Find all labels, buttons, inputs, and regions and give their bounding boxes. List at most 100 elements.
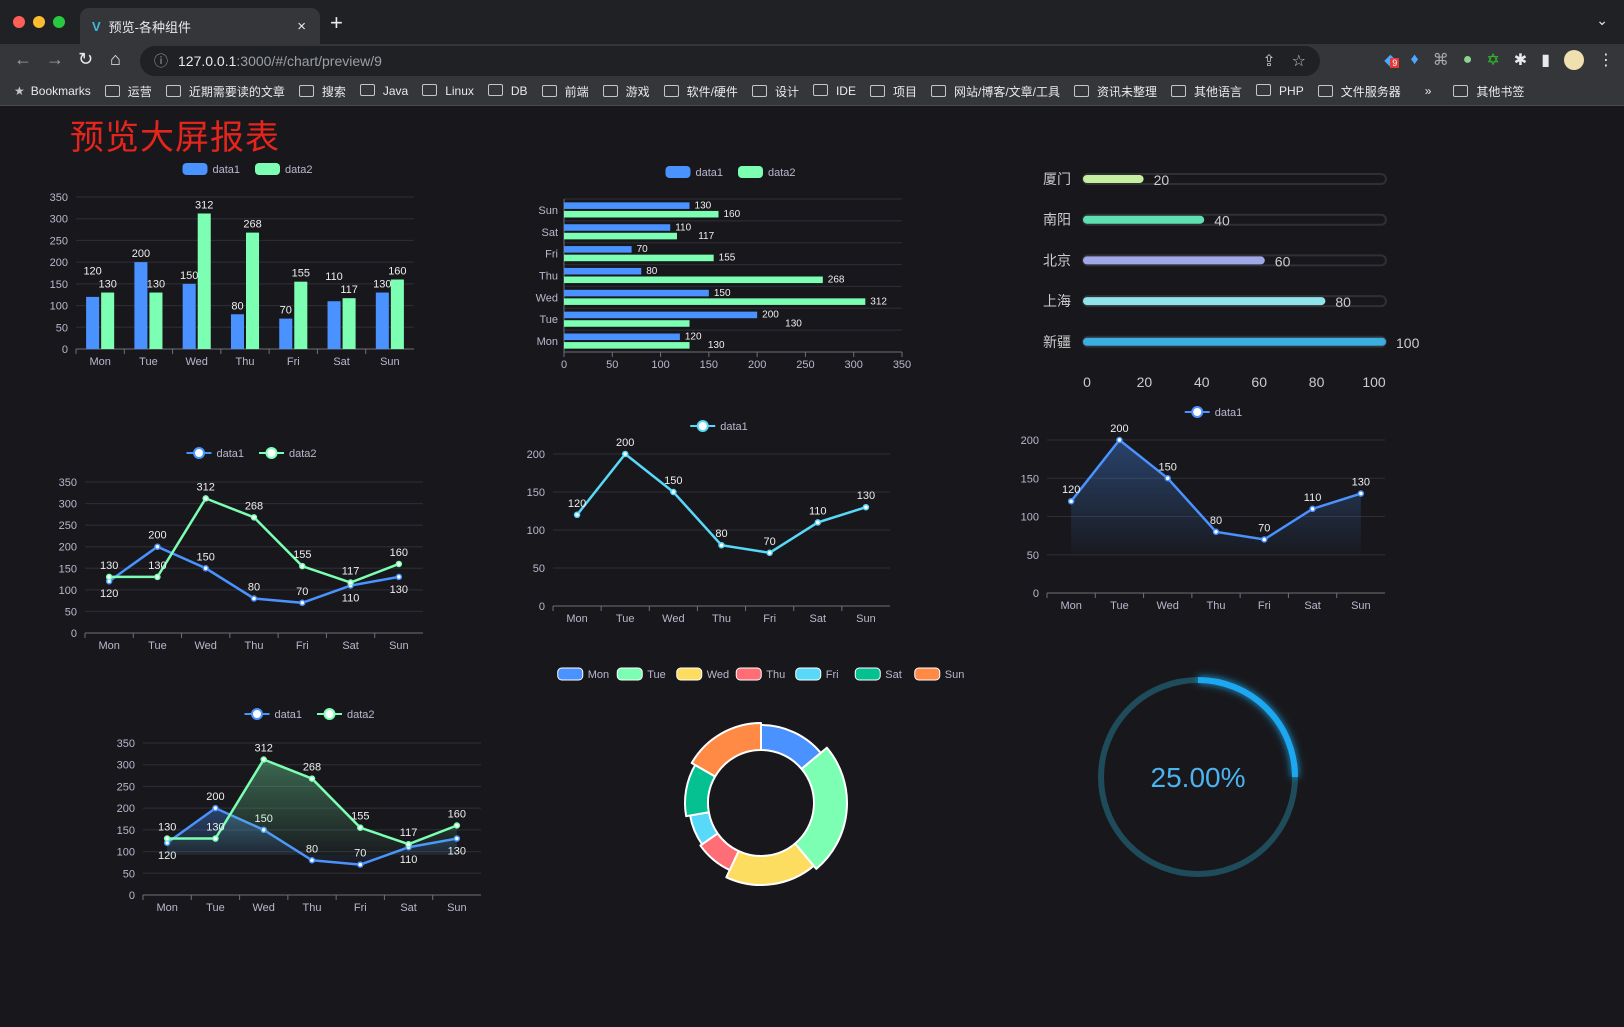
x-tick-label: Fri xyxy=(763,613,776,625)
legend-item-data1[interactable]: data1 xyxy=(186,447,245,460)
x-tick-label: Sat xyxy=(400,902,417,914)
x-tick-label: Fri xyxy=(296,640,309,652)
y-tick-label: 50 xyxy=(123,868,135,880)
x-tick-label: Wed xyxy=(1157,600,1179,612)
legend-swatch xyxy=(795,667,822,681)
data-point xyxy=(1116,436,1123,444)
bookmark-item[interactable]: Linux xyxy=(422,84,474,98)
legend-item-Sun[interactable]: Sun xyxy=(914,667,965,681)
bookmark-item[interactable]: 文件服务器 xyxy=(1318,83,1401,100)
green-dot-extension-icon[interactable]: ● xyxy=(1462,51,1473,68)
bar-value-label: 130 xyxy=(785,318,802,329)
data-label: 70 xyxy=(296,586,308,598)
puzzle-icon[interactable]: ✱ xyxy=(1513,52,1528,69)
data-point xyxy=(299,562,306,570)
bar-value-label: 200 xyxy=(132,248,150,260)
data-label: 120 xyxy=(568,498,586,510)
browser-tab[interactable]: V 预览-各种组件 × xyxy=(80,8,320,44)
legend-item-data1[interactable]: data1 xyxy=(244,708,303,721)
data-point xyxy=(1212,528,1220,536)
site-info-icon[interactable]: ⓘ xyxy=(154,53,168,69)
x-tick-label: Wed xyxy=(195,640,217,652)
bar-value-label: 155 xyxy=(292,268,310,280)
avatar[interactable] xyxy=(1564,50,1584,70)
y-tick-label: Sat xyxy=(541,227,558,239)
y-tick-label: 200 xyxy=(527,449,545,461)
bookmark-item[interactable]: PHP xyxy=(1256,84,1304,98)
legend-item-data2[interactable]: data2 xyxy=(738,166,796,179)
data-point xyxy=(202,495,209,502)
minimize-window-button[interactable] xyxy=(33,16,45,28)
bar-value-label: 130 xyxy=(708,340,725,351)
share-icon[interactable]: ⇪ xyxy=(1262,53,1276,70)
menu-icon[interactable]: ⋮ xyxy=(1598,52,1614,69)
x-tick-label: Sat xyxy=(810,613,827,625)
bookmark-item[interactable]: 软件/硬件 xyxy=(664,83,738,100)
progress-row: 南阳 40 xyxy=(1043,212,1387,229)
other-bookmarks[interactable]: 其他书签 xyxy=(1453,83,1524,100)
data-label: 150 xyxy=(1159,461,1177,473)
bookmarks-bar: ★ Bookmarks 运营 近期需要读的文章 搜索 Java Linux DB 前端 游戏 软件/… xyxy=(0,77,1624,106)
bookmark-item[interactable]: Java xyxy=(360,84,408,98)
data-label: 130 xyxy=(857,490,875,502)
bookmark-item[interactable]: 项目 xyxy=(870,83,917,100)
bookmark-item[interactable]: 前端 xyxy=(542,83,589,100)
bar-data2 xyxy=(564,320,690,327)
url-bar[interactable]: ⓘ 127.0.0.1:3000/#/chart/preview/9 ⇪ ☆ xyxy=(140,46,1320,76)
legend-item-data2[interactable]: data2 xyxy=(259,447,317,460)
bookmark-item[interactable]: 设计 xyxy=(752,83,799,100)
back-icon[interactable]: ← xyxy=(14,49,32,69)
legend-swatch xyxy=(665,166,691,178)
data-label: 200 xyxy=(1110,423,1128,435)
legend-item-data1[interactable]: data1 xyxy=(1184,406,1243,419)
legend-item-data1[interactable]: data1 xyxy=(182,163,241,176)
bookmark-item[interactable]: 资讯未整理 xyxy=(1074,83,1157,100)
forward-icon[interactable]: → xyxy=(46,49,64,69)
x-tick-label: 80 xyxy=(1309,374,1325,390)
data-point xyxy=(163,835,171,842)
bookmark-item[interactable]: DB xyxy=(488,84,528,98)
star-extension-icon[interactable]: ✡ xyxy=(1486,52,1500,69)
home-icon[interactable]: ⌂ xyxy=(110,49,121,69)
legend-item-data2[interactable]: data2 xyxy=(255,163,313,176)
legend-item-data1[interactable]: data1 xyxy=(665,166,724,179)
data-label: 155 xyxy=(293,549,311,561)
x-tick-label: 200 xyxy=(748,359,766,371)
new-tab-button[interactable]: + xyxy=(330,10,343,35)
reload-icon[interactable]: ↻ xyxy=(78,49,94,69)
gauge-progress-arc xyxy=(1197,677,1298,778)
y-tick-label: 150 xyxy=(527,487,545,499)
side-panel-icon[interactable]: ▮ xyxy=(1541,52,1550,69)
command-extension-icon[interactable]: ⌘ xyxy=(1432,52,1449,69)
legend-item-Tue[interactable]: Tue xyxy=(616,667,666,681)
legend-item-Thu[interactable]: Thu xyxy=(735,667,785,681)
legend-label: data2 xyxy=(285,164,313,176)
legend-item-data1[interactable]: data1 xyxy=(690,420,748,433)
close-window-button[interactable] xyxy=(13,16,25,28)
bookmark-item[interactable]: 近期需要读的文章 xyxy=(166,83,285,100)
legend-marker xyxy=(251,708,263,720)
legend-item-Fri[interactable]: Fri xyxy=(795,667,839,681)
data-point xyxy=(260,756,267,763)
tab-search-button[interactable]: ⌄ xyxy=(1596,12,1608,28)
legend-item-Wed[interactable]: Wed xyxy=(676,667,729,681)
bookmark-item[interactable]: 网站/博客/文章/工具 xyxy=(931,83,1060,100)
legend-item-Mon[interactable]: Mon xyxy=(557,667,609,681)
gem-extension-icon[interactable]: ♦ xyxy=(1410,51,1419,68)
maximize-window-button[interactable] xyxy=(53,16,65,28)
x-tick-label: Sat xyxy=(342,640,359,652)
bookmark-item[interactable]: 运营 xyxy=(105,83,152,100)
bookmark-item[interactable]: ★ Bookmarks xyxy=(14,84,91,98)
y-tick-label: 100 xyxy=(117,847,135,859)
close-tab-icon[interactable]: × xyxy=(297,17,306,35)
bookmark-star-icon[interactable]: ☆ xyxy=(1291,53,1306,70)
bookmark-item[interactable]: 其他语言 xyxy=(1171,83,1242,100)
legend-item-Sat[interactable]: Sat xyxy=(854,667,902,681)
bookmark-item[interactable]: 搜索 xyxy=(299,83,346,100)
bar-value-label: 110 xyxy=(675,222,691,233)
bookmarks-overflow-button[interactable]: » xyxy=(1424,84,1432,98)
legend-item-data2[interactable]: data2 xyxy=(317,708,375,721)
bookmark-item[interactable]: 游戏 xyxy=(603,83,650,100)
bookmark-item[interactable]: IDE xyxy=(813,84,856,98)
extension-icon[interactable]: ◆9 xyxy=(1384,50,1400,70)
